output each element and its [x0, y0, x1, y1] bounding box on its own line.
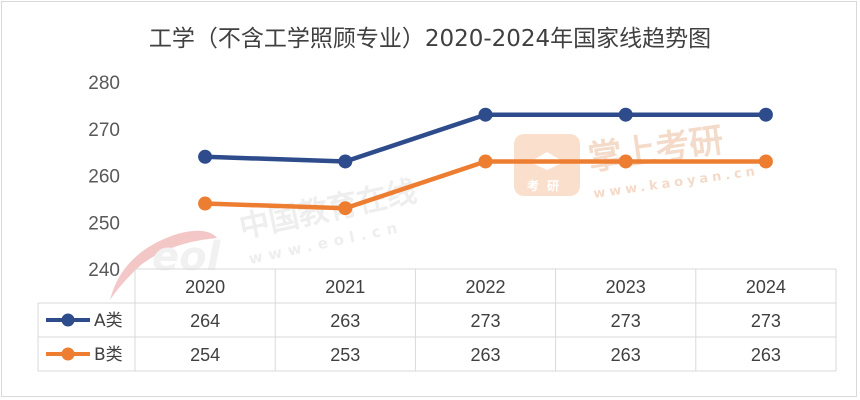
y-axis: 240 250 260 270 280 — [88, 73, 120, 281]
data-label: 263 — [611, 345, 641, 365]
data-point — [198, 196, 213, 211]
data-point — [618, 107, 633, 122]
legend-marker — [61, 313, 75, 327]
x-tick-label: 2021 — [325, 277, 365, 297]
legend-label: B类 — [94, 345, 123, 365]
data-label: 263 — [751, 345, 781, 365]
data-label: 263 — [470, 345, 500, 365]
chart-title: 工学（不含工学照顾专业）2020-2024年国家线趋势图 — [149, 26, 711, 52]
y-tick-label: 270 — [88, 120, 120, 141]
data-label: 273 — [751, 311, 781, 331]
kaoyan-badge-icon — [514, 134, 580, 196]
data-table: 2020 2021 2022 2023 2024 A类 264 263 273 273 273 B类 2… — [37, 268, 837, 372]
data-label: 254 — [190, 345, 220, 365]
data-point — [478, 107, 493, 122]
data-point — [618, 154, 633, 169]
data-label: 264 — [190, 311, 220, 331]
y-tick-label: 250 — [88, 213, 120, 234]
kaoyan-watermark: 考研 掌上考研 www.kaoyan.cn — [514, 120, 760, 202]
data-label: 263 — [330, 311, 360, 331]
x-tick-label: 2023 — [606, 277, 646, 297]
kaoyan-badge-text: 考研 — [527, 178, 567, 193]
data-point — [338, 201, 353, 216]
data-point — [338, 154, 353, 169]
eol-swoosh-icon — [110, 230, 217, 300]
data-point — [758, 107, 773, 122]
y-tick-label: 240 — [88, 260, 120, 281]
series-layer — [198, 107, 773, 216]
legend-item: B类 — [46, 345, 123, 365]
x-tick-label: 2020 — [185, 277, 225, 297]
data-point — [478, 154, 493, 169]
data-point — [758, 154, 773, 169]
y-tick-label: 280 — [88, 73, 120, 94]
x-tick-label: 2024 — [746, 277, 786, 297]
y-tick-label: 260 — [88, 167, 120, 188]
legend-item: A类 — [46, 311, 123, 331]
eol-watermark: eol 中国教育在线 www.eol.cn — [110, 174, 420, 300]
data-point — [198, 149, 213, 164]
eol-logo-text: eol — [152, 234, 222, 280]
kaoyan-cn-text: 掌上考研 — [586, 120, 726, 179]
data-label: 253 — [330, 345, 360, 365]
legend-marker — [61, 347, 75, 361]
data-label: 273 — [611, 311, 641, 331]
x-tick-label: 2022 — [465, 277, 505, 297]
data-label: 273 — [470, 311, 500, 331]
legend-label: A类 — [94, 311, 123, 331]
